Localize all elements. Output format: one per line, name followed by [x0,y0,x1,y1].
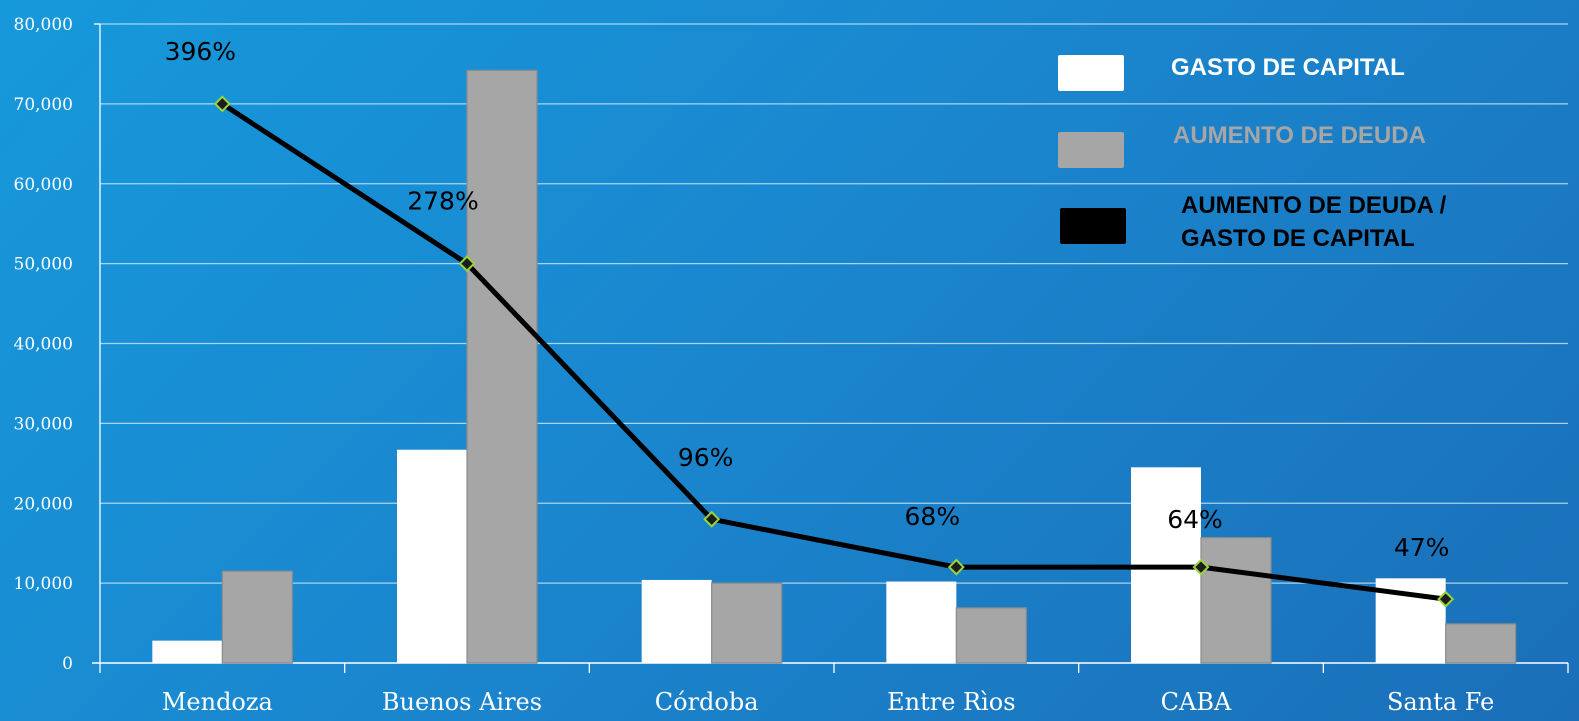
bar-gasto-de-capital [152,640,223,663]
bar-gasto-de-capital [886,581,957,663]
ratio-label: 396% [165,37,236,66]
ratio-marker [213,95,231,113]
ratio-marker [458,255,476,273]
ratio-marker [1437,590,1455,608]
bar-aumento-de-deuda [221,570,293,664]
gridlines [100,23,1568,584]
x-tick-label: Santa Fe [1387,688,1494,716]
y-tick-label: 30,000 [14,414,73,434]
ratio-label: 68% [905,502,961,531]
ratio-label: 47% [1394,533,1450,562]
bar-gasto-de-capital [397,449,467,663]
bar-aumento-de-deuda [955,607,1027,664]
legend-swatch [1058,55,1124,91]
y-tick-label: 20,000 [14,494,73,514]
ratio-marker [703,510,721,528]
y-tick-label: 70,000 [14,95,73,115]
ratio-marker [947,558,965,576]
legend-label: AUMENTO DE DEUDA [1173,122,1426,149]
legend-swatch [1058,132,1124,168]
ratio-line [220,101,1446,602]
ratio-line-series [213,95,1455,608]
legend: GASTO DE CAPITAL AUMENTO DE DEUDA AUMENTO … [1058,54,1447,252]
legend-label: GASTO DE CAPITAL [1171,54,1405,81]
bar-aumento-de-deuda [711,582,783,664]
x-tick-label: Entre Rìos [887,688,1015,716]
axes: 0 10,000 20,000 30,000 40,000 50,000 60,000 70,… [14,15,1569,716]
legend-swatch [1060,208,1126,244]
ratio-label: 96% [678,443,734,472]
ratio-label: 278% [407,187,478,216]
bar-aumento-de-deuda [1445,623,1517,664]
ratio-marker [1192,558,1210,576]
x-tick-label: Mendoza [162,688,273,716]
x-tick-label: CABA [1161,688,1232,716]
bar-aumento-de-deuda [1200,536,1272,664]
ratio-label: 64% [1167,505,1223,534]
y-tick-label: 60,000 [14,175,73,195]
y-tick-label: 40,000 [14,335,73,355]
bar-aumento-de-deuda [466,69,538,664]
y-tick-label: 50,000 [14,255,73,275]
legend-label: AUMENTO DE DEUDA / [1181,192,1447,219]
x-tick-label: Córdoba [655,688,759,716]
y-tick-label: 0 [62,654,73,674]
ratio-labels: 396% 278% 96% 68% 64% 47% [165,37,1450,562]
y-tick-label: 80,000 [14,15,73,35]
y-tick-label: 10,000 [14,574,73,594]
bar-gasto-de-capital [641,579,712,663]
bars [152,69,1517,664]
x-tick-label: Buenos Aires [382,688,542,716]
legend-label: GASTO DE CAPITAL [1181,225,1415,252]
